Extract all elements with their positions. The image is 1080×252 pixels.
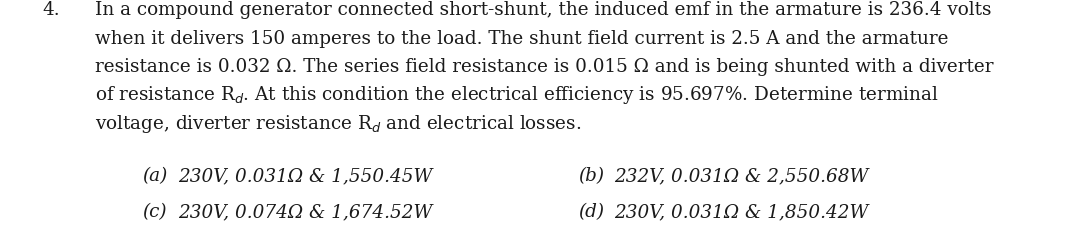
Text: resistance is 0.032 Ω. The series field resistance is 0.015 Ω and is being shunt: resistance is 0.032 Ω. The series field … [95,58,994,76]
Text: 232V, 0.031Ω & 2,550.68W: 232V, 0.031Ω & 2,550.68W [615,166,868,184]
Text: In a compound generator connected short-shunt, the induced emf in the armature i: In a compound generator connected short-… [95,1,991,19]
Text: 230V, 0.031Ω & 1,550.45W: 230V, 0.031Ω & 1,550.45W [178,166,432,184]
Text: 230V, 0.074Ω & 1,674.52W: 230V, 0.074Ω & 1,674.52W [178,202,432,220]
Text: (b): (b) [578,166,604,184]
Text: of resistance R$_d$. At this condition the electrical efficiency is 95.697%. Det: of resistance R$_d$. At this condition t… [95,84,939,106]
Text: 4.: 4. [42,1,59,19]
Text: when it delivers 150 amperes to the load. The shunt field current is 2.5 A and t: when it delivers 150 amperes to the load… [95,29,948,47]
Text: voltage, diverter resistance R$_d$ and electrical losses.: voltage, diverter resistance R$_d$ and e… [95,113,581,135]
Text: (a): (a) [141,166,167,184]
Text: (c): (c) [141,202,166,220]
Text: 230V, 0.031Ω & 1,850.42W: 230V, 0.031Ω & 1,850.42W [615,202,868,220]
Text: (d): (d) [578,202,604,220]
